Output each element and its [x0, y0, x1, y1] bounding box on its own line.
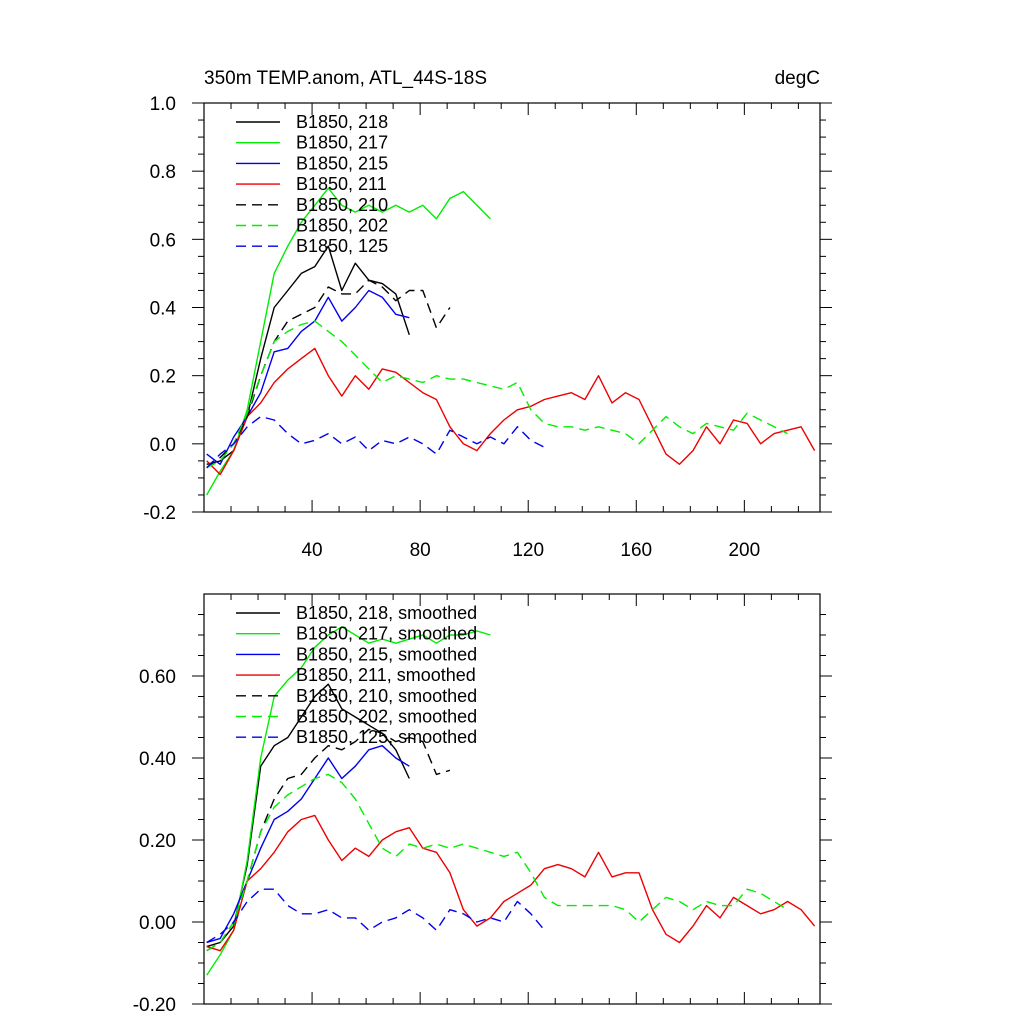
legend-label: B1850, 215 [296, 153, 388, 173]
series-line-4 [206, 347, 816, 476]
y-tick-label: -0.2 [143, 503, 176, 524]
legend-label: B1850, 125, smoothed [296, 727, 477, 747]
x-tick-label: 80 [410, 540, 431, 561]
series-line-5 [206, 279, 451, 469]
y-tick-label: 0.60 [139, 667, 176, 688]
x-tick-label: 200 [728, 540, 760, 561]
y-tick-label: 0.4 [150, 299, 177, 320]
x-tick-label: 160 [620, 540, 652, 561]
y-tick-label: 0.0 [150, 435, 176, 456]
top-panel-title: 350m TEMP.anom, ATL_44S-18S [204, 68, 487, 89]
series-line-3 [206, 745, 410, 944]
y-tick-label: 0.2 [150, 367, 176, 388]
series-line-2 [206, 187, 491, 496]
y-tick-label: -0.20 [133, 995, 176, 1016]
legend-label: B1850, 210 [296, 195, 388, 215]
y-tick-label: 0.00 [139, 913, 176, 934]
legend-label: B1850, 211 [296, 174, 387, 194]
y-tick-label: 1.0 [150, 94, 176, 115]
legend-label: B1850, 202, smoothed [296, 707, 477, 727]
series-line-4 [206, 814, 816, 952]
legend-label: B1850, 218, smoothed [296, 603, 477, 623]
legend-label: B1850, 210, smoothed [296, 686, 477, 706]
legend-label: B1850, 202 [296, 216, 388, 236]
series-line-6 [206, 773, 788, 952]
legend-label: B1850, 211, smoothed [296, 665, 476, 685]
y-tick-label: 0.20 [139, 831, 176, 852]
y-tick-label: 0.6 [150, 230, 176, 251]
x-tick-label: 40 [301, 540, 322, 561]
legend-label: B1850, 215, smoothed [296, 644, 477, 664]
top-panel-units: degC [775, 68, 820, 89]
legend-label: B1850, 217 [296, 133, 388, 153]
series-line-2 [206, 626, 491, 976]
legend-label: B1850, 125 [296, 236, 388, 256]
series-line-7 [206, 415, 545, 469]
series-line-6 [206, 320, 788, 469]
y-tick-label: 0.40 [139, 749, 176, 770]
legend-label: B1850, 217, smoothed [296, 624, 477, 644]
y-tick-label: 0.8 [150, 162, 176, 183]
x-tick-label: 120 [512, 540, 544, 561]
top-panel: 350m TEMP.anom, ATL_44S-18S degC B1850, … [143, 68, 832, 561]
legend-label: B1850, 218 [296, 112, 388, 132]
series-line-7 [206, 888, 545, 944]
